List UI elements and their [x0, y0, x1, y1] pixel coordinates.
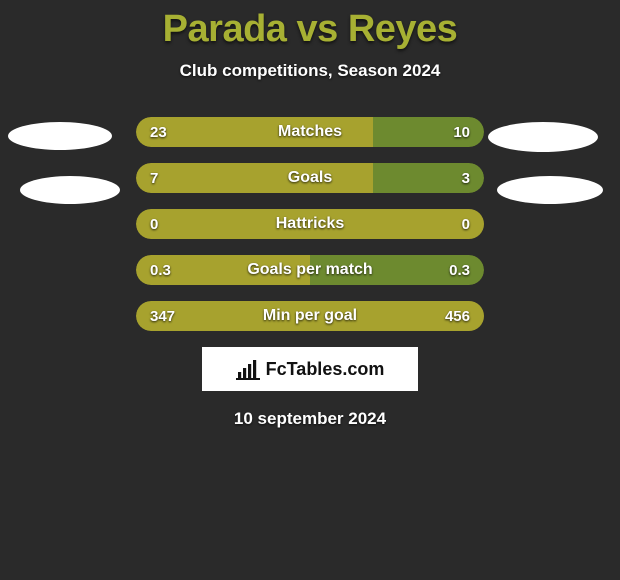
title-vs: vs [296, 8, 337, 50]
bar-left [136, 301, 484, 331]
stat-row: 0.30.3Goals per match [136, 255, 484, 285]
stat-row: 347456Min per goal [136, 301, 484, 331]
bar-left [136, 117, 373, 147]
stat-value-left: 0.3 [150, 255, 171, 285]
stat-value-left: 0 [150, 209, 158, 239]
date-label: 10 september 2024 [0, 409, 620, 429]
decorative-ellipse [497, 176, 603, 204]
stat-row: 73Goals [136, 163, 484, 193]
decorative-ellipse [20, 176, 120, 204]
decorative-ellipse [488, 122, 598, 152]
stat-row: 00Hattricks [136, 209, 484, 239]
title-player1: Parada [163, 8, 287, 50]
title-player2: Reyes [348, 8, 457, 50]
brand-text: FcTables.com [266, 359, 385, 380]
stat-value-left: 347 [150, 301, 175, 331]
subtitle: Club competitions, Season 2024 [0, 61, 620, 81]
stat-value-right: 0 [462, 209, 470, 239]
stat-value-left: 23 [150, 117, 167, 147]
bar-left [136, 163, 373, 193]
stat-value-left: 7 [150, 163, 158, 193]
stat-value-right: 10 [453, 117, 470, 147]
comparison-card: Parada vs Reyes Club competitions, Seaso… [0, 0, 620, 580]
stat-row: 2310Matches [136, 117, 484, 147]
stat-value-right: 0.3 [449, 255, 470, 285]
stat-value-right: 456 [445, 301, 470, 331]
bar-chart-icon [236, 358, 262, 380]
brand-badge[interactable]: FcTables.com [202, 347, 418, 391]
page-title: Parada vs Reyes [0, 0, 620, 51]
stat-value-right: 3 [462, 163, 470, 193]
bar-left [136, 209, 484, 239]
decorative-ellipse [8, 122, 112, 150]
